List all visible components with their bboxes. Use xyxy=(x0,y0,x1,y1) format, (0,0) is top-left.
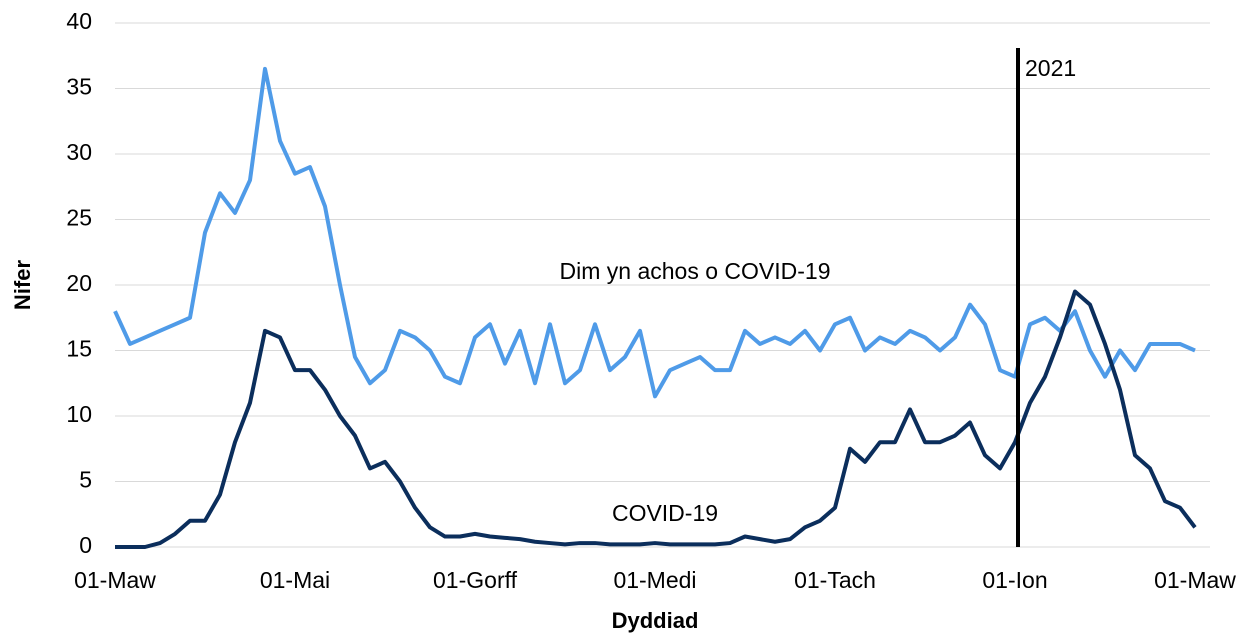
x-axis-label: Dyddiad xyxy=(612,608,699,633)
series-line xyxy=(115,289,1197,549)
y-tick-label: 0 xyxy=(79,532,92,558)
series-label: COVID-19 xyxy=(612,500,718,526)
x-tick-label: 01-Mai xyxy=(260,567,330,593)
y-tick-label: 25 xyxy=(66,205,92,231)
x-tick-label: 01-Tach xyxy=(794,567,876,593)
y-axis-label: Nifer xyxy=(10,260,35,311)
series-line xyxy=(113,66,1196,399)
x-tick-label: 01-Medi xyxy=(613,567,696,593)
y-tick-label: 10 xyxy=(66,401,92,427)
series-label: Dim yn achos o COVID-19 xyxy=(560,258,831,284)
x-tick-label: 01-Maw xyxy=(74,567,156,593)
x-tick-label: 01-Maw xyxy=(1154,567,1236,593)
y-tick-label: 30 xyxy=(66,139,92,165)
y-tick-label: 15 xyxy=(66,336,92,362)
x-tick-label: 01-Gorff xyxy=(433,567,518,593)
y-tick-label: 40 xyxy=(66,8,92,34)
y-tick-label: 35 xyxy=(66,74,92,100)
y-tick-label: 20 xyxy=(66,270,92,296)
y-tick-label: 5 xyxy=(79,467,92,493)
annotation-label: 2021 xyxy=(1025,55,1076,81)
x-tick-label: 01-Ion xyxy=(982,567,1047,593)
